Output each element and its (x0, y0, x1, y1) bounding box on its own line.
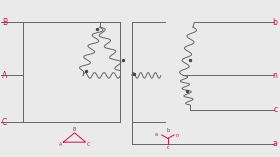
Text: A: A (59, 142, 62, 147)
Text: a: a (155, 132, 157, 137)
Text: C: C (87, 142, 90, 147)
Point (188, 59, 192, 61)
Text: c: c (167, 145, 169, 150)
Text: b: b (166, 128, 169, 133)
Text: C: C (2, 118, 7, 127)
Point (185, 90, 190, 92)
Text: a: a (273, 139, 277, 148)
Text: B: B (73, 127, 76, 133)
Text: n: n (176, 133, 179, 138)
Point (83, 69, 88, 72)
Text: A: A (2, 71, 7, 80)
Point (121, 59, 125, 61)
Text: B: B (2, 18, 7, 27)
Point (132, 73, 137, 75)
Point (95, 27, 99, 30)
Text: n: n (272, 71, 277, 80)
Text: c: c (273, 105, 277, 114)
Text: b: b (272, 18, 277, 27)
